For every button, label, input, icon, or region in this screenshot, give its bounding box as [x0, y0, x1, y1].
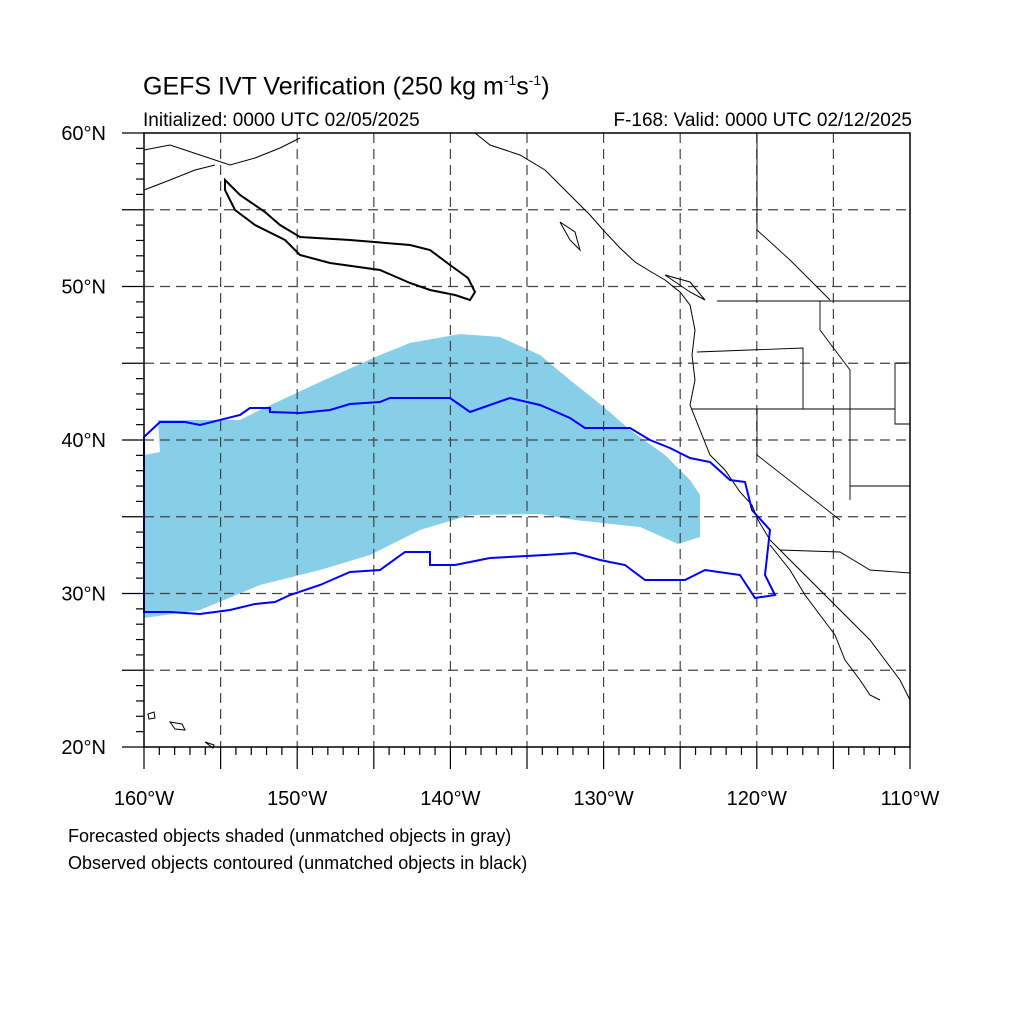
- hawaii-island-b: [168, 721, 186, 731]
- observed-objects-layer: [143, 177, 777, 616]
- lon-tick-label: 140°W: [420, 788, 480, 810]
- border-wy: [894, 362, 911, 425]
- lon-tick-label: 150°W: [267, 788, 327, 810]
- forecast-object-matched: [144, 334, 700, 618]
- island-2: [664, 274, 706, 301]
- border-nv-ca: [756, 409, 841, 521]
- alaska-peninsula: [143, 164, 216, 191]
- forecast-objects-layer: [144, 334, 700, 618]
- lat-tick-label: 50°N: [61, 277, 106, 299]
- lon-tick-label: 110°W: [881, 788, 940, 810]
- political-borders: [692, 133, 911, 574]
- border-wa-or: [696, 347, 804, 409]
- valid-time: F-168: Valid: 0000 UTC 02/12/2025: [613, 110, 912, 131]
- alaska-coastline: [143, 137, 301, 166]
- border-id-mt: [819, 301, 851, 409]
- north-america-coastline: [474, 132, 911, 701]
- observed-object-unmatched: [224, 177, 477, 302]
- lat-lon-grid: [144, 133, 910, 747]
- axis-ticks: [122, 132, 911, 769]
- lat-tick-label: 40°N: [61, 430, 106, 452]
- border-az-mx: [779, 549, 911, 574]
- lat-tick-label: 30°N: [61, 584, 106, 606]
- map-title: GEFS IVT Verification (250 kg m-1s-1): [143, 72, 550, 101]
- lon-tick-label: 160°W: [114, 788, 174, 810]
- lat-tick-label: 60°N: [61, 123, 106, 145]
- footnote-observed: Observed objects contoured (unmatched ob…: [68, 853, 528, 873]
- coastlines: [143, 132, 911, 749]
- border-bc-ab: [756, 133, 831, 301]
- hawaii-island-a: [147, 711, 156, 720]
- island-1: [559, 221, 581, 252]
- observed-object-matched: [143, 396, 777, 616]
- footnote-forecast: Forecasted objects shaded (unmatched obj…: [68, 826, 512, 846]
- baja-coastline: [769, 544, 881, 701]
- axis-labels: 60°N 50°N 40°N 30°N 20°N 160°W 150°W 140°W 130°W…: [61, 123, 939, 810]
- lon-tick-label: 120°W: [727, 788, 787, 810]
- lon-tick-label: 130°W: [573, 788, 633, 810]
- initialized-time: Initialized: 0000 UTC 02/05/2025: [143, 110, 420, 131]
- lat-tick-label: 20°N: [61, 737, 106, 759]
